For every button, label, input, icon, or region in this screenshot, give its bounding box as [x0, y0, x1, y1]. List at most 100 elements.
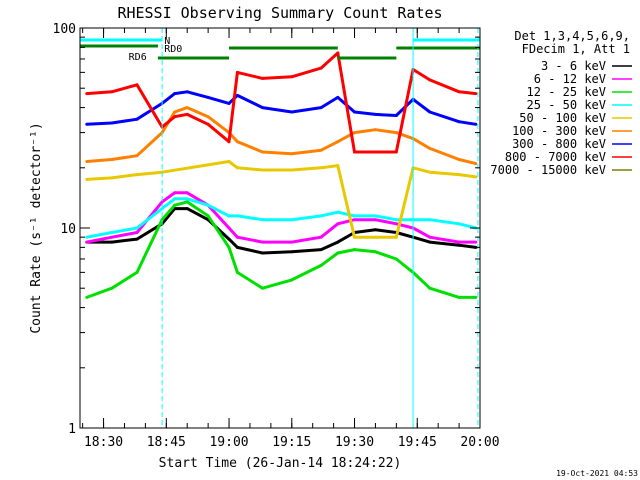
data-point: [227, 245, 231, 249]
data-point: [185, 90, 189, 94]
data-point: [319, 66, 323, 70]
data-point: [135, 117, 139, 121]
data-point: [85, 160, 89, 163]
data-point: [319, 235, 323, 239]
data-point: [235, 70, 239, 74]
data-point: [428, 286, 432, 290]
data-point: [235, 140, 239, 144]
series-line: [86, 200, 476, 299]
legend-label: 6 - 12 keV: [534, 72, 606, 86]
data-point: [135, 226, 139, 230]
legend-label: 300 - 800 keV: [512, 137, 606, 151]
data-point: [235, 166, 239, 170]
generation-timestamp: 19-Oct-2021 04:53: [556, 469, 638, 478]
data-point: [319, 263, 323, 267]
data-point: [353, 150, 356, 154]
data-point: [110, 231, 114, 234]
data-point: [373, 150, 377, 154]
data-point: [373, 112, 377, 116]
data-point: [428, 146, 432, 150]
data-point: [474, 122, 478, 126]
data-point: [353, 218, 356, 222]
data-point: [336, 251, 340, 255]
data-point: [474, 92, 478, 96]
data-point: [290, 168, 294, 172]
data-point: [373, 218, 377, 222]
data-point: [227, 140, 231, 144]
series-line: [86, 191, 476, 244]
data-point: [85, 122, 89, 126]
data-point: [290, 75, 294, 79]
data-point: [261, 286, 264, 290]
data-point: [227, 101, 231, 105]
y-tick-label: 10: [60, 222, 76, 237]
data-point: [110, 286, 114, 290]
data-point: [135, 237, 139, 241]
data-point: [373, 235, 377, 239]
data-point: [319, 106, 323, 110]
data-point: [185, 207, 189, 211]
legend: Det 1,3,4,5,6,9, FDecim 1, Att 1 3 - 6 k…: [490, 29, 632, 177]
data-point: [173, 92, 177, 96]
data-point: [336, 210, 340, 214]
data-point: [373, 128, 377, 132]
data-point: [457, 173, 461, 177]
data-point: [353, 248, 356, 252]
legend-header-line-1: Det 1,3,4,5,6,9,: [514, 29, 630, 43]
data-point: [235, 270, 239, 274]
data-point: [261, 76, 264, 80]
data-point: [457, 120, 461, 124]
data-point: [394, 235, 398, 239]
data-point: [235, 245, 239, 249]
data-point: [290, 110, 294, 114]
data-point: [353, 214, 356, 218]
chart-title: RHESSI Observing Summary Count Rates: [117, 4, 442, 22]
data-point: [457, 295, 461, 299]
data-point: [206, 95, 210, 99]
data-point: [474, 162, 478, 166]
data-point: [185, 191, 189, 195]
data-point: [457, 222, 461, 226]
series-line: [86, 106, 477, 166]
data-point: [185, 112, 189, 116]
data-point: [457, 243, 461, 247]
data-point: [290, 240, 294, 244]
data-point: [185, 106, 189, 110]
data-point: [85, 240, 89, 244]
data-point: [110, 176, 114, 180]
x-axis-label: Start Time (26-Jan-14 18:24:22): [159, 456, 402, 471]
data-point: [353, 131, 356, 135]
data-point: [373, 228, 377, 232]
legend-label: 7000 - 15000 keV: [490, 163, 606, 177]
data-point: [394, 114, 398, 117]
data-point: [336, 51, 340, 55]
data-point: [227, 226, 231, 230]
data-point: [336, 95, 340, 99]
data-point: [227, 214, 231, 218]
data-point: [336, 222, 340, 226]
data-point: [336, 140, 340, 144]
data-point: [110, 158, 114, 161]
data-point: [135, 154, 139, 158]
data-point: [206, 214, 210, 218]
series-line: [86, 160, 477, 239]
data-point: [235, 93, 239, 97]
y-tick-label: 1: [68, 422, 76, 437]
data-point: [261, 106, 264, 110]
data-point: [290, 278, 294, 282]
x-tick-label: 19:30: [335, 435, 374, 450]
data-point: [319, 166, 323, 170]
data-point: [185, 197, 189, 201]
data-point: [110, 235, 114, 239]
data-point: [319, 148, 323, 152]
data-point: [319, 248, 323, 252]
data-point: [394, 218, 398, 222]
legend-label: 3 - 6 keV: [541, 59, 606, 73]
x-tick-label: 19:00: [209, 435, 248, 450]
data-point: [261, 240, 264, 244]
data-point: [85, 235, 89, 239]
data-point: [394, 257, 398, 261]
data-point: [428, 240, 432, 244]
data-point: [290, 250, 294, 254]
axis-layer: 1 10 100 18:30 18:45 19:00 19:15 19:30 19:45 20:0…: [53, 22, 500, 450]
